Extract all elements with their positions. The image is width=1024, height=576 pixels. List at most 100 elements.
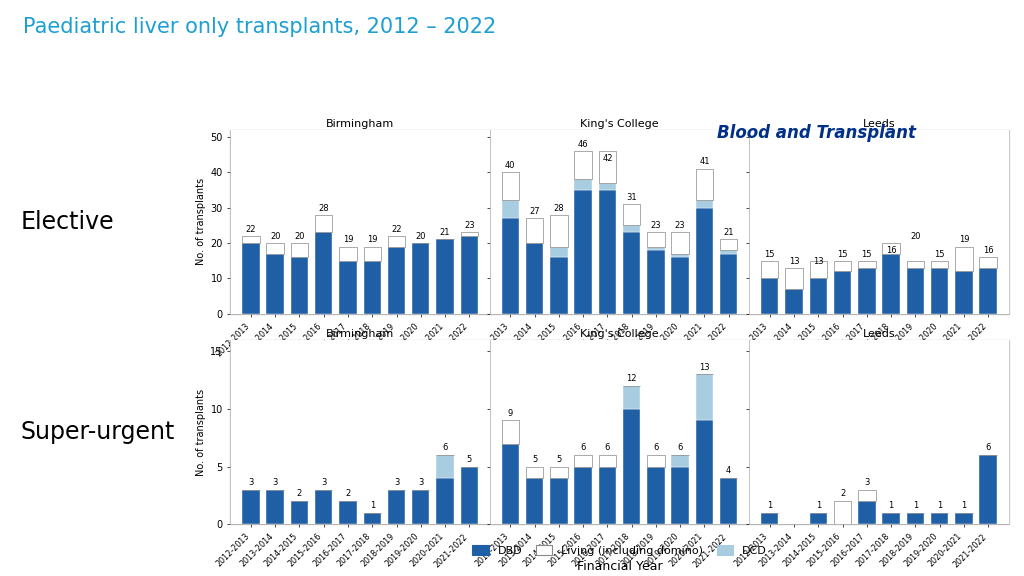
Bar	[906, 261, 924, 268]
Text: 5: 5	[532, 454, 538, 464]
Text: 5: 5	[556, 454, 561, 464]
Bar	[623, 225, 640, 232]
Bar	[672, 257, 689, 314]
Bar	[502, 200, 519, 218]
Bar	[388, 247, 406, 314]
Text: 2: 2	[345, 489, 350, 498]
Bar	[623, 232, 640, 314]
Bar	[623, 204, 640, 225]
Text: 3: 3	[248, 478, 254, 487]
Bar	[647, 250, 665, 314]
Text: 13: 13	[813, 257, 823, 266]
Text: Paediatric liver only transplants, 2012 – 2022: Paediatric liver only transplants, 2012 …	[23, 17, 496, 37]
Bar	[858, 268, 876, 314]
Bar	[364, 513, 381, 524]
Bar	[785, 268, 803, 289]
Bar	[695, 200, 713, 207]
Bar	[599, 467, 616, 524]
Bar	[647, 247, 665, 250]
Bar	[574, 151, 592, 179]
Text: 6: 6	[678, 443, 683, 452]
Bar	[461, 467, 478, 524]
Bar	[550, 478, 567, 524]
Bar	[695, 169, 713, 200]
Text: Blood and Transplant: Blood and Transplant	[718, 124, 916, 142]
Bar	[364, 261, 381, 314]
Bar	[574, 467, 592, 524]
Text: 5: 5	[467, 454, 472, 464]
Text: 6: 6	[605, 443, 610, 452]
Text: 1: 1	[370, 501, 375, 510]
Title: King's College: King's College	[581, 329, 658, 339]
Text: 28: 28	[318, 203, 329, 213]
Bar	[436, 478, 454, 524]
Text: 19: 19	[343, 236, 353, 244]
Bar	[810, 261, 827, 278]
Bar	[761, 513, 778, 524]
Text: 9: 9	[508, 408, 513, 418]
Y-axis label: No. of transplants: No. of transplants	[197, 388, 206, 476]
Bar	[695, 420, 713, 524]
Bar	[526, 478, 544, 524]
Text: 3: 3	[322, 478, 327, 487]
Bar	[979, 257, 996, 268]
Text: 1: 1	[937, 501, 942, 510]
Text: 2: 2	[297, 489, 302, 498]
Bar	[761, 278, 778, 314]
Bar	[461, 236, 478, 314]
Bar	[599, 455, 616, 467]
Bar	[761, 261, 778, 278]
Bar	[906, 268, 924, 314]
Bar	[858, 261, 876, 268]
Bar	[243, 236, 260, 243]
Bar	[931, 268, 948, 314]
Bar	[574, 179, 592, 190]
Bar	[266, 243, 284, 253]
Text: 19: 19	[367, 236, 378, 244]
Text: 20: 20	[294, 232, 305, 241]
Text: 28: 28	[554, 203, 564, 213]
Text: 1: 1	[962, 501, 967, 510]
Bar	[574, 190, 592, 314]
Bar	[979, 268, 996, 314]
Title: Birmingham: Birmingham	[326, 329, 394, 339]
Text: 42: 42	[602, 154, 612, 163]
Text: Financial Year: Financial Year	[577, 560, 663, 573]
Bar	[412, 490, 429, 524]
Text: 1: 1	[889, 501, 894, 510]
Bar	[243, 490, 260, 524]
Text: 23: 23	[650, 221, 662, 230]
Text: 13: 13	[699, 362, 710, 372]
Bar	[526, 218, 544, 243]
Bar	[291, 243, 308, 257]
Text: 6: 6	[653, 443, 658, 452]
Bar	[720, 250, 737, 253]
Text: 6: 6	[985, 443, 991, 452]
Bar	[550, 257, 567, 314]
Bar	[647, 455, 665, 467]
Text: 15: 15	[861, 249, 872, 259]
Bar	[339, 261, 356, 314]
Bar	[858, 490, 876, 501]
Text: 13: 13	[788, 257, 800, 266]
Text: 16: 16	[983, 246, 993, 255]
Bar	[955, 247, 973, 271]
Bar	[834, 271, 851, 314]
Bar	[834, 261, 851, 271]
Bar	[979, 455, 996, 524]
Text: 12: 12	[627, 374, 637, 383]
Title: Birmingham: Birmingham	[326, 119, 394, 129]
Text: 15: 15	[765, 249, 775, 259]
Title: Leeds: Leeds	[862, 119, 895, 129]
Text: 3: 3	[864, 478, 869, 487]
Bar	[436, 455, 454, 478]
Bar	[550, 467, 567, 478]
Bar	[291, 501, 308, 524]
Bar	[502, 444, 519, 524]
Bar	[695, 207, 713, 314]
Text: 40: 40	[505, 161, 516, 170]
Bar	[526, 243, 544, 314]
Text: NHS: NHS	[840, 75, 906, 103]
Text: 1: 1	[912, 501, 918, 510]
Bar	[461, 232, 478, 236]
